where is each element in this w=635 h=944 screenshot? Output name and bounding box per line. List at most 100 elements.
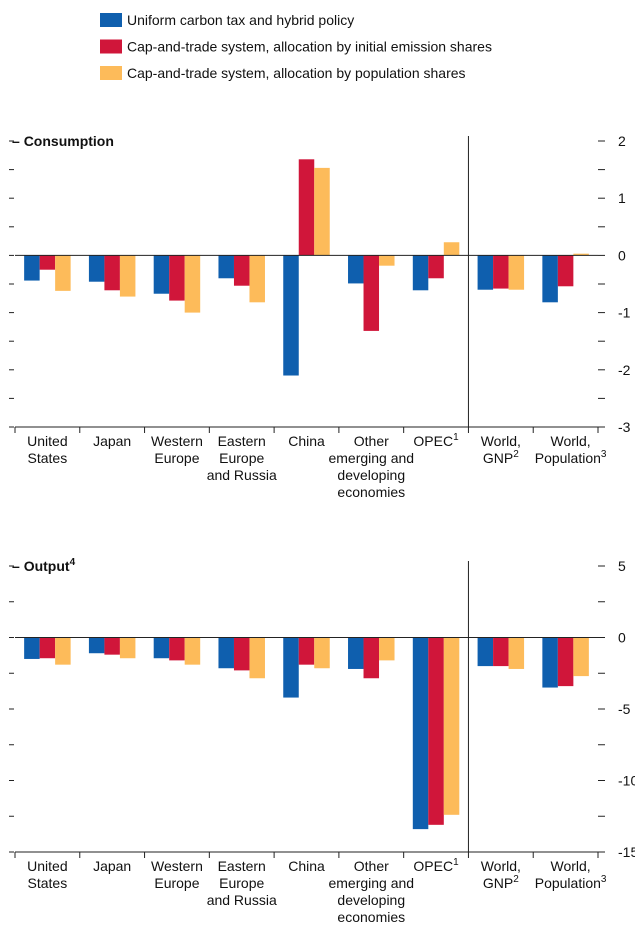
bar (119, 637, 136, 659)
x-tick-label: United (27, 433, 67, 449)
x-tick-label-line: OPEC (413, 433, 453, 449)
x-tick-label: Other (354, 433, 389, 449)
x-tick-label: Western (151, 858, 203, 874)
x-tick-label: and Russia (207, 467, 277, 483)
x-tick-label-line: and Russia (207, 467, 277, 483)
bar (298, 159, 315, 256)
x-tick-label-line: World, (551, 858, 591, 874)
x-tick-label: economies (337, 909, 405, 925)
x-tick-label-line: OPEC (413, 858, 453, 874)
x-tick-label: OPEC1 (413, 857, 459, 874)
x-tick-label-line: Other (354, 858, 389, 874)
x-tick-label: Population3 (535, 449, 607, 466)
x-tick-label-line: China (288, 433, 325, 449)
x-tick-label-line: Population (535, 450, 601, 466)
bar (508, 637, 525, 669)
chart-title-text: Output (24, 558, 70, 574)
x-tick-note: 2 (513, 449, 519, 460)
x-tick-label: OPEC1 (413, 432, 459, 449)
x-tick-label: and Russia (207, 892, 277, 908)
x-tick-label: GNP2 (483, 449, 519, 466)
x-tick-note: 3 (601, 874, 607, 885)
bar (542, 637, 558, 688)
bar (184, 637, 201, 665)
bar (283, 255, 299, 376)
y-tick-label: -5 (618, 701, 631, 717)
x-tick-label: Europe (219, 875, 264, 891)
bar (477, 637, 494, 667)
bar (477, 255, 494, 290)
x-tick-label-line: United (27, 433, 67, 449)
x-tick-label: Japan (93, 858, 131, 874)
x-tick-label: States (28, 450, 68, 466)
x-tick-note: 3 (601, 449, 607, 460)
legend-swatch (100, 39, 122, 54)
bar (153, 255, 170, 294)
x-tick-label: World, (481, 433, 521, 449)
bar (348, 637, 364, 669)
x-tick-label-line: Europe (219, 450, 264, 466)
bar (184, 255, 201, 313)
x-tick-label-line: Europe (154, 450, 199, 466)
x-tick-label-line: World, (551, 433, 591, 449)
bar (249, 637, 265, 679)
bar (363, 255, 380, 331)
x-tick-label-line: States (28, 450, 68, 466)
x-tick-label-line: United (27, 858, 67, 874)
bar (153, 637, 170, 659)
legend-label: Cap-and-trade system, allocation by init… (127, 39, 492, 55)
x-tick-label: China (288, 433, 325, 449)
y-tick-label: -3 (618, 419, 631, 435)
y-tick-label: -1 (618, 305, 631, 321)
x-tick-label: developing (337, 467, 405, 483)
x-tick-label: Population3 (535, 874, 607, 891)
legend-label: Uniform carbon tax and hybrid policy (127, 12, 354, 28)
bar (39, 255, 56, 270)
x-tick-label-line: emerging and (328, 450, 414, 466)
x-tick-label-line: GNP (483, 875, 513, 891)
x-tick-label: States (28, 875, 68, 891)
y-tick-label: -2 (618, 362, 631, 378)
bar (412, 255, 429, 291)
x-tick-note: 2 (513, 874, 519, 885)
y-tick-label: 1 (618, 190, 626, 206)
x-tick-note: 1 (453, 432, 459, 443)
x-tick-label-line: Western (151, 858, 203, 874)
x-tick-label-line: Europe (154, 875, 199, 891)
bar (557, 637, 574, 687)
x-tick-label-line: China (288, 858, 325, 874)
bar (508, 255, 525, 290)
bar (24, 255, 40, 281)
bar (443, 637, 460, 815)
bar (119, 255, 136, 297)
x-tick-label: Western (151, 433, 203, 449)
chart-title: – Consumption (12, 133, 114, 149)
y-tick-label: -10 (618, 773, 635, 789)
x-tick-label: emerging and (328, 450, 414, 466)
x-tick-label-line: Japan (93, 433, 131, 449)
bar (249, 255, 265, 303)
bar (542, 255, 558, 303)
chart-title-text: Consumption (24, 133, 114, 149)
bar (428, 255, 444, 279)
x-tick-label: economies (337, 484, 405, 500)
bar (218, 637, 234, 669)
x-tick-label-line: developing (337, 892, 405, 908)
x-tick-label: Eastern (218, 858, 266, 874)
x-tick-label: World, (551, 858, 591, 874)
y-tick-label: 0 (618, 247, 626, 263)
x-tick-label-line: economies (337, 909, 405, 925)
legend-swatch (100, 13, 122, 27)
bar (218, 255, 234, 279)
x-tick-label-line: Eastern (218, 433, 266, 449)
bar (314, 637, 330, 669)
bar (573, 637, 589, 677)
bar (348, 255, 364, 284)
bar (88, 255, 105, 282)
bar (379, 637, 395, 661)
bar (283, 637, 299, 698)
x-tick-label: emerging and (328, 875, 414, 891)
x-tick-label: China (288, 858, 325, 874)
x-tick-label-line: emerging and (328, 875, 414, 891)
bar (233, 255, 250, 286)
